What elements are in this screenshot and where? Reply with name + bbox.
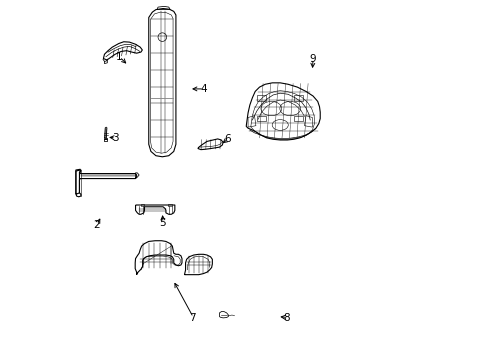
Text: 7: 7 — [189, 312, 196, 323]
Text: 9: 9 — [308, 54, 315, 64]
Text: 5: 5 — [159, 218, 165, 228]
Text: 6: 6 — [224, 134, 230, 144]
Text: 3: 3 — [112, 133, 118, 143]
Text: 1: 1 — [115, 52, 122, 62]
Text: 2: 2 — [93, 220, 100, 230]
Text: 4: 4 — [200, 84, 206, 94]
Text: 8: 8 — [283, 312, 289, 323]
